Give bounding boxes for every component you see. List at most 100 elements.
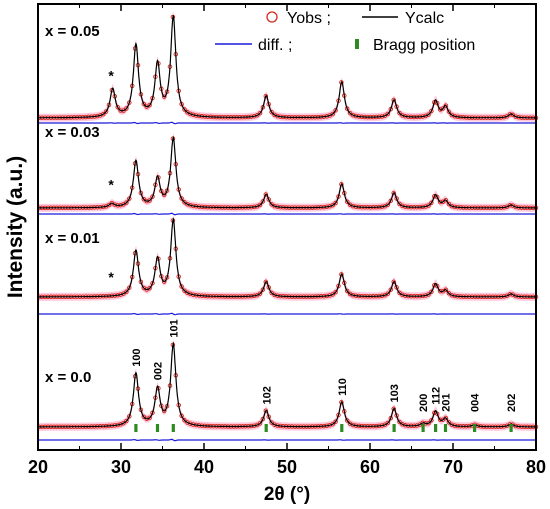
observed-point (385, 291, 391, 296)
observed-point (350, 112, 356, 118)
legend-label-obs: Yobs ; (287, 10, 331, 27)
observed-point (150, 194, 155, 199)
observed-point (127, 196, 132, 201)
series-label: x = 0.05 (45, 23, 100, 40)
observed-point (429, 200, 434, 206)
observed-point (429, 289, 434, 295)
observed-point (260, 287, 266, 292)
observed-band (38, 339, 536, 431)
observed-point (388, 287, 394, 292)
observed-point (263, 192, 269, 197)
x-tick-label: 50 (277, 457, 297, 477)
observed-point (263, 408, 269, 413)
series-label: x = 0.03 (45, 124, 100, 141)
observed-point (182, 288, 187, 293)
secondary-phase-marker: * (108, 67, 114, 83)
observed-point (121, 420, 126, 426)
observed-point (385, 111, 391, 117)
observed-point (333, 289, 338, 295)
observed-point (103, 109, 109, 114)
observed-point (179, 284, 184, 289)
observed-point (330, 203, 335, 208)
observed-point (150, 280, 155, 286)
legend-label-diff: diff. ; (258, 37, 292, 54)
observed-point (260, 416, 266, 422)
hkl-label: 202 (506, 394, 518, 412)
observed-point (254, 113, 260, 118)
observed-point (257, 202, 263, 208)
observed-point (426, 203, 431, 208)
observed-point (272, 422, 277, 427)
observed-point (397, 201, 402, 207)
hkl-label: 112 (431, 387, 443, 405)
calculated-line (38, 135, 536, 209)
observed-point (161, 94, 167, 99)
observed-point (124, 106, 129, 111)
observed-point (391, 279, 396, 285)
observed-point (434, 194, 440, 200)
observed-point (344, 288, 350, 294)
observed-point (426, 112, 431, 117)
calculated-line (38, 15, 536, 119)
observed-point (426, 292, 431, 297)
observed-point (127, 285, 132, 290)
observed-point (434, 283, 440, 289)
observed-point (339, 272, 344, 277)
x-tick-label: 60 (360, 457, 380, 477)
observed-point (344, 418, 350, 423)
observed-point (182, 107, 187, 112)
bragg-tick (473, 424, 477, 432)
observed-point (150, 410, 155, 416)
observed-point (449, 422, 455, 427)
y-axis-title: Intensity (a.u.) (4, 156, 27, 298)
difference-line (38, 438, 536, 442)
difference-line (38, 312, 536, 316)
bragg-tick (443, 424, 448, 432)
observed-point (385, 202, 391, 207)
secondary-phase-marker: * (108, 269, 114, 285)
observed-point (260, 199, 266, 204)
observed-point (397, 419, 402, 425)
observed-point (504, 114, 510, 119)
series-3: x = 0.01 * (36, 215, 539, 316)
observed-point (263, 279, 269, 285)
bragg-tick (509, 424, 513, 432)
observed-point (388, 198, 394, 203)
observed-band (38, 133, 536, 212)
observed-point (443, 103, 449, 108)
observed-point (333, 108, 338, 113)
observed-point (446, 201, 452, 207)
observed-point (115, 104, 120, 110)
series-label: x = 0.01 (45, 230, 100, 247)
hkl-label: 100 (131, 348, 143, 366)
bragg-tick (264, 424, 268, 432)
legend-label-calc: Ycalc (405, 10, 444, 27)
observed-point (266, 197, 271, 202)
observed-point (141, 101, 147, 107)
observed-band (38, 215, 536, 301)
legend-label-bragg: Bragg position (373, 37, 475, 54)
observed-point (391, 97, 396, 103)
observed-point (147, 286, 152, 291)
observed-point (124, 418, 129, 424)
observed-point (344, 106, 350, 111)
observed-point (400, 113, 405, 118)
legend-marker-obs (266, 11, 278, 23)
x-tick-label: 70 (443, 457, 463, 477)
observed-point (339, 182, 344, 187)
difference-line (38, 121, 536, 125)
hkl-label: 200 (418, 394, 430, 412)
observed-point (446, 420, 452, 425)
series-label: x = 0.0 (45, 369, 91, 386)
observed-point (269, 109, 274, 115)
x-tick-label: 30 (111, 457, 131, 477)
observed-point (333, 200, 338, 206)
observed-point (182, 418, 187, 423)
observed-point (391, 190, 396, 196)
observed-point (257, 421, 263, 426)
hkl-label: 102 (261, 386, 273, 404)
observed-point (440, 106, 446, 111)
observed-point (161, 408, 167, 414)
difference-line (38, 212, 536, 216)
